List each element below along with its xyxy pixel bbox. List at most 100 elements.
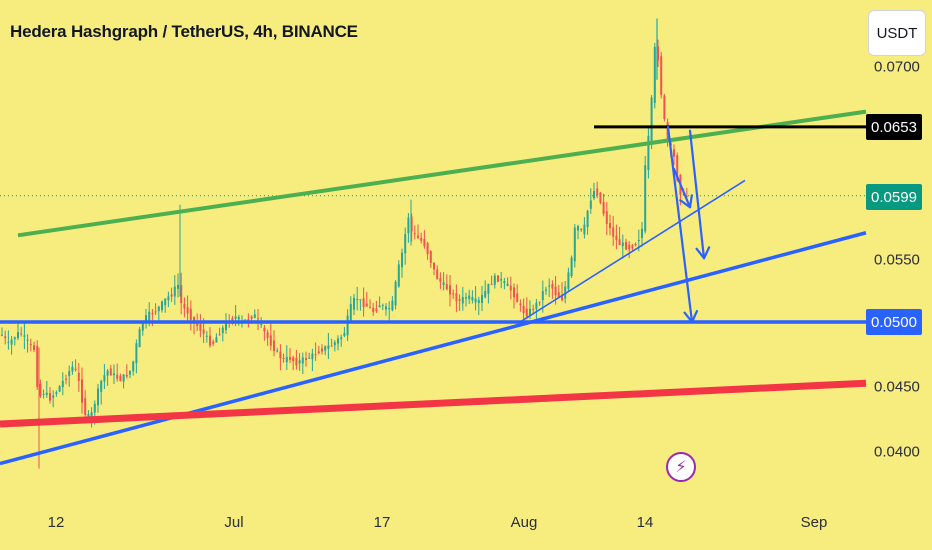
- candle-body: [557, 292, 560, 298]
- candle-body: [660, 56, 663, 95]
- candle-body: [567, 272, 570, 289]
- candle-body: [410, 216, 413, 232]
- candle-body: [119, 375, 122, 382]
- candle-body: [125, 374, 128, 377]
- candle-body: [532, 308, 535, 310]
- candle-body: [36, 345, 39, 387]
- candle-body: [388, 308, 391, 310]
- candle-body: [461, 297, 464, 304]
- candle-body: [122, 374, 125, 382]
- currency-button[interactable]: USDT: [868, 10, 926, 56]
- candle-body: [215, 337, 218, 343]
- candle-body: [477, 299, 480, 304]
- candle-body: [308, 357, 311, 359]
- candle-body: [484, 290, 487, 298]
- candle-body: [535, 302, 538, 310]
- candle-body: [449, 285, 451, 295]
- x-tick-label: Aug: [510, 514, 538, 531]
- candle-body: [596, 188, 599, 196]
- candle-body: [429, 251, 432, 263]
- candle-body: [612, 227, 615, 237]
- x-tick-label: 12: [47, 514, 65, 531]
- candle-body: [237, 316, 240, 320]
- y-tick-label: 0.0450: [874, 378, 920, 396]
- y-tick-label: 0.0400: [874, 443, 920, 461]
- candle-body: [554, 286, 557, 296]
- candle-body: [276, 350, 279, 352]
- price-tag-current: 0.0599: [866, 184, 922, 210]
- candle-body: [116, 374, 119, 379]
- candle-body: [605, 211, 608, 224]
- candle-body: [218, 334, 221, 336]
- candle-body: [564, 286, 567, 299]
- price-tag-0500: 0.0500: [866, 309, 922, 335]
- candle-body: [327, 345, 330, 349]
- candle-body: [493, 275, 496, 285]
- candle-body: [186, 307, 189, 314]
- candle-body: [644, 165, 647, 232]
- candle-body: [129, 371, 131, 375]
- candle-body: [343, 333, 346, 336]
- candle-body: [154, 311, 157, 313]
- candle-body: [637, 239, 640, 242]
- candle-body: [551, 284, 554, 289]
- candle-body: [225, 322, 227, 331]
- candle-body: [394, 281, 397, 306]
- candle-body: [397, 264, 400, 287]
- candle-body: [157, 306, 160, 312]
- candle-body: [663, 95, 666, 120]
- x-tick-label: Sep: [800, 514, 828, 531]
- candle-body: [458, 299, 461, 301]
- candle-body: [391, 300, 394, 311]
- candle-body: [263, 327, 266, 332]
- candle-body: [71, 366, 74, 372]
- candle-body: [4, 336, 7, 339]
- candle-body: [573, 227, 576, 262]
- candle-body: [58, 386, 61, 392]
- candle-body: [266, 332, 269, 338]
- candle-body: [145, 315, 147, 324]
- x-tick-label: Jul: [224, 514, 244, 531]
- candle-body: [353, 297, 355, 310]
- candle-body: [93, 403, 96, 413]
- candle-body: [161, 301, 163, 311]
- candle-body: [282, 358, 285, 360]
- candle-body: [17, 332, 19, 339]
- candle-body: [311, 353, 314, 360]
- candle-body: [10, 339, 13, 345]
- candle-body: [33, 345, 35, 350]
- candle-body: [253, 314, 256, 318]
- candle-body: [589, 200, 592, 209]
- candle-body: [29, 344, 32, 346]
- candle-body: [65, 378, 67, 380]
- candle-body: [650, 97, 653, 142]
- candle-body: [362, 298, 365, 308]
- candle-body: [509, 285, 512, 291]
- candle-body: [199, 324, 202, 331]
- candle-body: [490, 283, 493, 285]
- candle-body: [87, 414, 90, 417]
- lightning-icon[interactable]: ⚡︎: [666, 452, 696, 482]
- candle-body: [141, 321, 144, 331]
- candle-body: [103, 375, 106, 382]
- candle-body: [148, 311, 151, 321]
- candle-body: [340, 337, 343, 340]
- candle-body: [593, 191, 595, 199]
- candle-body: [401, 252, 403, 268]
- candle-body: [487, 283, 490, 294]
- candle-body: [189, 308, 192, 320]
- candle-body: [173, 286, 176, 297]
- candle-body: [221, 327, 224, 334]
- candle-body: [471, 296, 474, 301]
- candle-body: [1, 334, 3, 336]
- candle-body: [541, 291, 544, 301]
- candle-body: [442, 282, 445, 285]
- y-tick-label: 0.0700: [874, 58, 920, 76]
- candle-body: [135, 343, 138, 364]
- candle-body: [260, 324, 263, 326]
- candle-body: [247, 319, 250, 321]
- candle-body: [26, 339, 29, 341]
- candle-body: [653, 46, 656, 103]
